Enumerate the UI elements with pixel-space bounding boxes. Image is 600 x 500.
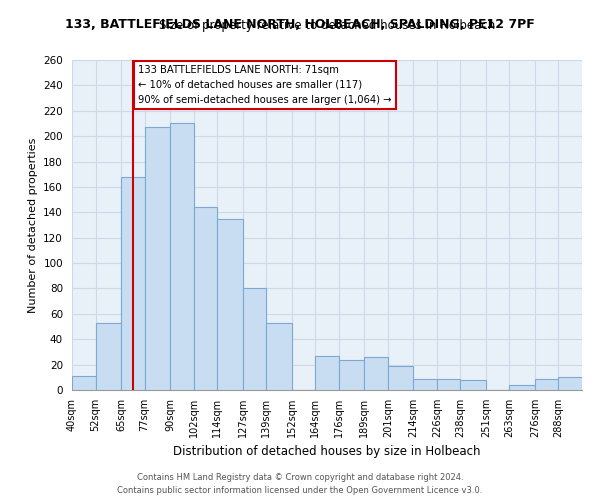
Text: 133, BATTLEFIELDS LANE NORTH, HOLBEACH, SPALDING, PE12 7PF: 133, BATTLEFIELDS LANE NORTH, HOLBEACH, …: [65, 18, 535, 30]
X-axis label: Distribution of detached houses by size in Holbeach: Distribution of detached houses by size …: [173, 446, 481, 458]
Bar: [170, 124, 194, 390]
Bar: [460, 380, 486, 390]
Bar: [388, 366, 413, 390]
Bar: [315, 356, 339, 390]
Title: Size of property relative to detached houses in Holbeach: Size of property relative to detached ho…: [159, 20, 495, 32]
Bar: [437, 378, 460, 390]
Bar: [145, 128, 170, 390]
Bar: [535, 378, 559, 390]
Bar: [95, 322, 121, 390]
Bar: [266, 322, 292, 390]
Bar: [339, 360, 364, 390]
Bar: [217, 218, 242, 390]
Bar: [194, 207, 217, 390]
Text: 133 BATTLEFIELDS LANE NORTH: 71sqm
← 10% of detached houses are smaller (117)
90: 133 BATTLEFIELDS LANE NORTH: 71sqm ← 10%…: [139, 65, 392, 104]
Text: Contains HM Land Registry data © Crown copyright and database right 2024.
Contai: Contains HM Land Registry data © Crown c…: [118, 473, 482, 495]
Bar: [72, 376, 95, 390]
Bar: [121, 177, 145, 390]
Bar: [559, 378, 582, 390]
Y-axis label: Number of detached properties: Number of detached properties: [28, 138, 38, 312]
Bar: [364, 357, 388, 390]
Bar: [509, 385, 535, 390]
Bar: [242, 288, 266, 390]
Bar: [413, 378, 437, 390]
